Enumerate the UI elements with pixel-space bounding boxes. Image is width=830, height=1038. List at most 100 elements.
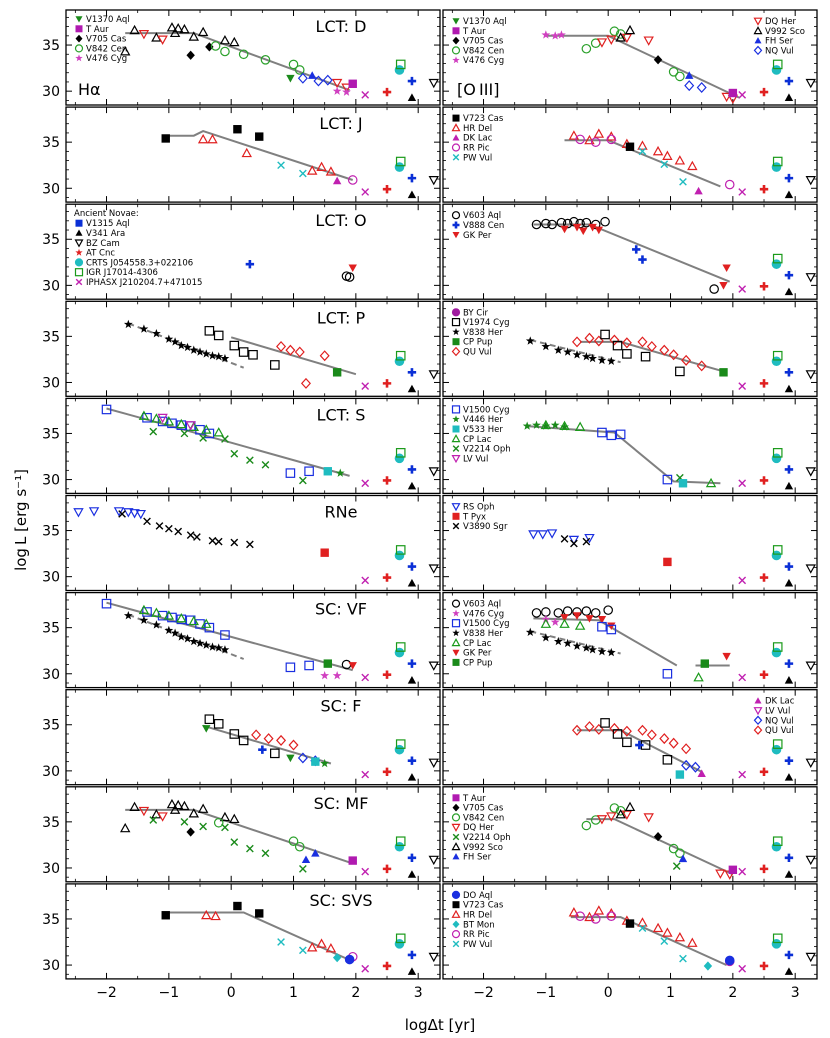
data-point [205, 42, 214, 52]
data-point [180, 429, 189, 438]
data-point [180, 817, 189, 826]
data-point [221, 435, 229, 443]
data-point [288, 739, 299, 751]
reference-point [784, 676, 794, 684]
reference-point [395, 642, 406, 652]
reference-point [382, 767, 392, 776]
legend-marker [452, 833, 460, 841]
panel-title: SC: VF [315, 600, 367, 619]
panel-frame [442, 883, 818, 980]
data-point [660, 937, 669, 945]
data-point [193, 533, 201, 541]
legend-label: V1500 Cyg [463, 619, 510, 629]
reference-point [361, 188, 370, 196]
x-tick-label: −1 [536, 985, 557, 1001]
data-point [687, 937, 698, 947]
reference-point [382, 476, 392, 485]
data-point [214, 643, 224, 652]
panel-frame [442, 591, 818, 689]
legend-label: V723 Cas [463, 114, 504, 124]
reference-point [407, 853, 417, 863]
panel-frame [442, 494, 818, 592]
data-point [167, 418, 177, 429]
legend-label: V1370 Aql [86, 15, 130, 25]
data-point [585, 615, 594, 623]
legend-label: PW Vul [463, 153, 492, 163]
legend-marker [452, 940, 460, 948]
data-point [176, 632, 186, 641]
data-point [220, 353, 230, 363]
data-point [229, 729, 240, 739]
reference-point [771, 841, 782, 852]
reference-point [759, 864, 769, 874]
legend-label: QU Vul [463, 348, 492, 358]
data-point [562, 218, 573, 229]
data-point [213, 330, 224, 341]
fit-line [125, 32, 350, 92]
data-point [170, 628, 180, 637]
data-point [581, 643, 591, 652]
reference-point [361, 770, 370, 779]
reference-point [394, 550, 405, 561]
data-point [638, 255, 647, 264]
legend-label: CRTS J054558.3+022106 [86, 258, 193, 268]
data-point [606, 624, 617, 635]
legend-marker [452, 18, 460, 25]
legend-marker [754, 37, 762, 44]
data-point [332, 953, 342, 963]
data-point [606, 812, 617, 822]
legend-title: Ancient Novae: [74, 209, 139, 219]
data-point [557, 30, 566, 39]
y-tick-label: 35 [42, 524, 60, 540]
panel-1-ha: 30 35 LCT: J [42, 106, 441, 203]
data-point [285, 344, 296, 356]
data-point [197, 803, 209, 813]
legend-marker [754, 697, 762, 704]
data-point [277, 938, 285, 946]
data-point [640, 351, 651, 362]
data-point [199, 822, 207, 831]
reference-point [382, 864, 392, 874]
panel-frame [65, 397, 441, 495]
data-point [590, 608, 601, 618]
reference-point [805, 952, 816, 963]
data-point [581, 352, 591, 361]
data-point [597, 647, 607, 656]
data-point [172, 799, 184, 810]
reference-point [759, 670, 769, 679]
data-point [285, 468, 296, 478]
legend-marker [75, 25, 83, 33]
reference-point [394, 162, 405, 172]
reference-point [771, 453, 782, 464]
data-point [220, 630, 230, 640]
data-point [208, 351, 217, 360]
data-point [186, 531, 195, 540]
data-point [541, 633, 551, 642]
data-point [606, 134, 617, 145]
y-axis-label: log L [erg s⁻¹] [12, 469, 30, 571]
data-point [612, 340, 623, 351]
data-point [612, 729, 623, 739]
data-point [638, 924, 647, 933]
reference-point [407, 190, 417, 199]
data-point [579, 227, 588, 236]
data-point [593, 335, 604, 347]
data-point [320, 548, 329, 557]
data-point [684, 80, 695, 92]
data-point [560, 534, 569, 543]
data-point [575, 911, 585, 921]
data-point [568, 907, 580, 917]
legend-marker [452, 629, 460, 637]
panel-6-ha: 30 35 SC: VF [42, 591, 441, 689]
y-tick-label: 30 [42, 667, 60, 683]
panel-title: SC: F [320, 697, 361, 716]
data-point [607, 622, 616, 631]
legend-marker [753, 707, 763, 716]
data-point [248, 349, 258, 360]
legend-label: V705 Cas [463, 804, 504, 814]
data-point [288, 836, 299, 847]
data-point [572, 724, 583, 736]
data-point [638, 147, 647, 156]
data-point [285, 662, 296, 673]
